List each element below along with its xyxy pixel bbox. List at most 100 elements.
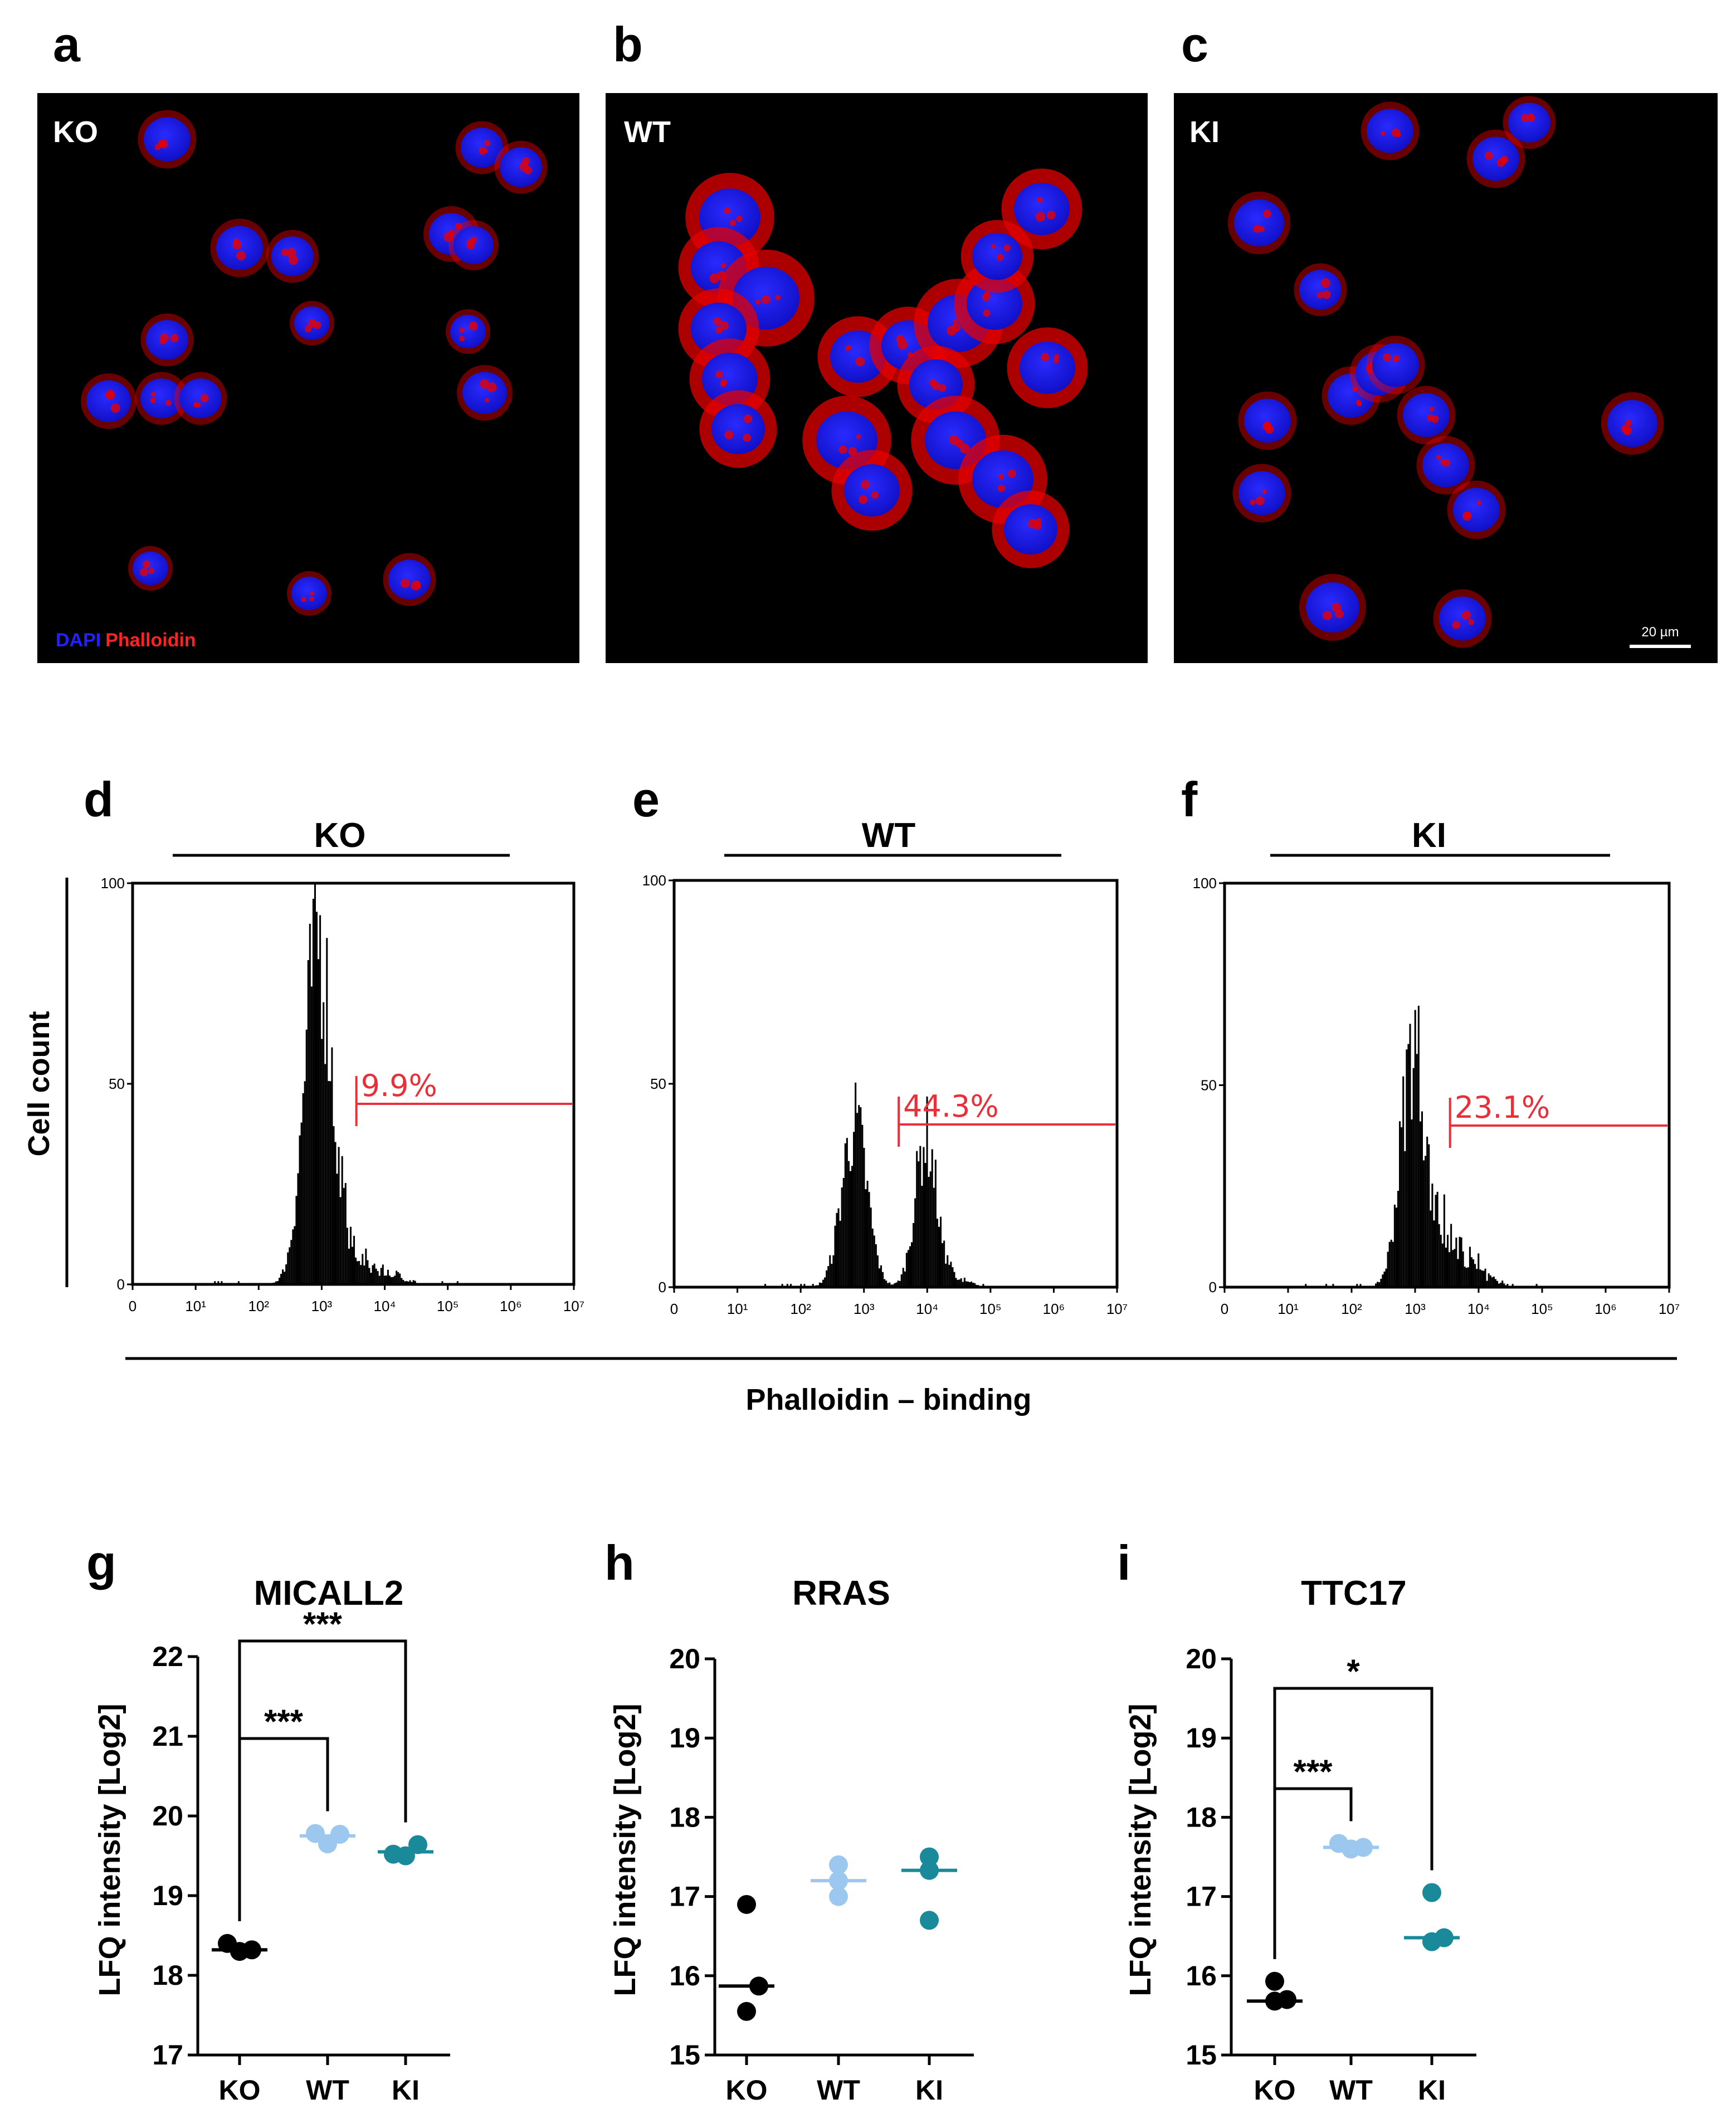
actin-speck <box>105 389 115 400</box>
actin-speck <box>1381 131 1386 136</box>
x-tick-label: KO <box>219 2075 261 2106</box>
actin-speck <box>304 325 312 333</box>
histogram-bar <box>1388 1241 1391 1287</box>
dotplot-micall2-points <box>212 1824 433 1961</box>
histogram-bar <box>1385 1268 1387 1287</box>
actin-speck <box>997 484 1006 493</box>
histogram-bar <box>919 1146 921 1287</box>
actin-speck <box>861 480 870 489</box>
histogram-bar <box>913 1223 915 1287</box>
histogram-bar <box>855 1082 857 1287</box>
histogram-bar <box>1436 1191 1438 1287</box>
histogram-bar <box>918 1161 920 1287</box>
histogram-bar <box>884 1279 886 1287</box>
actin-speck <box>233 238 240 245</box>
actin-speck <box>953 319 958 324</box>
histogram-bar <box>1459 1236 1461 1287</box>
micrograph-wt-label: WT <box>624 115 671 149</box>
histogram-bar <box>876 1255 879 1287</box>
histogram-bar <box>890 1284 893 1287</box>
histogram-bar <box>827 1266 830 1287</box>
significance-bracket <box>238 1639 407 1921</box>
significance-bracket <box>1273 1787 1353 1959</box>
actin-speck <box>998 474 1004 480</box>
actin-speck <box>1461 610 1471 620</box>
actin-speck <box>196 402 201 408</box>
histogram-bar <box>1464 1267 1466 1287</box>
histogram-bar <box>924 1162 926 1287</box>
x-tick-label: 10⁷ <box>1106 1301 1128 1317</box>
histogram-bar <box>826 1270 828 1287</box>
actin-speck <box>847 345 852 350</box>
actin-speck <box>236 251 246 261</box>
actin-speck <box>1322 290 1331 299</box>
histogram-ko-bars <box>214 883 459 1284</box>
actin-speck <box>400 578 410 588</box>
panel-letter-e: e <box>632 772 660 827</box>
actin-speck <box>1047 211 1056 220</box>
histogram-bar <box>416 1283 418 1284</box>
histogram-bar <box>318 959 320 1284</box>
actin-speck <box>165 400 172 406</box>
actin-speck <box>469 321 478 331</box>
x-tick-label: 10⁴ <box>374 1298 396 1314</box>
histogram-bar <box>866 1181 869 1287</box>
histogram-bar <box>892 1284 894 1287</box>
actin-speck <box>143 560 150 568</box>
histogram-bar <box>1477 1253 1480 1287</box>
histogram-bar <box>1423 1160 1425 1287</box>
histogram-bar <box>362 1254 364 1284</box>
histogram-bar <box>1470 1257 1473 1287</box>
histogram-bar <box>328 1080 330 1284</box>
histogram-bar <box>979 1285 981 1287</box>
significance-label: *** <box>303 1605 343 1643</box>
histogram-bar <box>905 1253 908 1287</box>
actin-speck <box>301 597 306 602</box>
actin-speck <box>1255 496 1265 505</box>
histogram-bar <box>1511 1284 1514 1287</box>
histogram-bar <box>377 1271 379 1284</box>
actin-speck <box>947 325 957 336</box>
histogram-bar <box>846 1138 848 1287</box>
actin-speck <box>1323 611 1332 621</box>
histogram-bar <box>329 1081 331 1284</box>
actin-speck <box>1316 291 1324 299</box>
data-point <box>330 1824 349 1844</box>
histogram-bar <box>417 1283 420 1284</box>
x-tick-label: 0 <box>1221 1301 1228 1317</box>
histogram-bar <box>764 1284 767 1287</box>
histogram-bar <box>326 938 328 1284</box>
histogram-bar <box>831 1264 833 1287</box>
actin-speck <box>743 434 752 442</box>
histogram-ki-ticks: 100 50 00 10¹ 10² 10³ 10⁴ 10⁵ 10⁶ 10⁷ <box>1193 875 1680 1317</box>
histogram-bar <box>817 1285 819 1287</box>
dapi-legend: DAPI <box>56 630 101 651</box>
histogram-bar <box>1414 1010 1416 1287</box>
actin-speck <box>959 444 970 454</box>
x-tick-label: KO <box>726 2075 768 2106</box>
data-point <box>749 1976 768 1996</box>
dapi-nucleus <box>711 403 765 455</box>
histogram-bar <box>1467 1267 1469 1287</box>
histogram-bar <box>383 1275 386 1284</box>
histogram-bar <box>931 1149 933 1287</box>
histogram-bar <box>323 1002 325 1284</box>
histogram-bar <box>1409 1024 1411 1287</box>
histogram-bar <box>358 1260 360 1284</box>
actin-speck <box>522 157 530 165</box>
dotplot-micall2-significance: *** *** <box>238 1605 407 1921</box>
histogram-bar <box>899 1280 901 1287</box>
histogram-bar <box>380 1268 382 1284</box>
dotplot-ttc17-ylabel: LFQ intensity [Log2] <box>1124 1704 1157 1996</box>
dotplot-rras: RRAS LFQ intensity [Log2] 20 19 18 17 16 15 KO… <box>608 1574 974 2106</box>
dotplot-rras-title: RRAS <box>792 1574 890 1613</box>
actin-speck <box>1622 426 1632 435</box>
histogram-bar <box>336 1173 338 1284</box>
histogram-bar <box>1449 1252 1451 1287</box>
histogram-bar <box>849 1171 851 1287</box>
actin-speck <box>859 495 868 504</box>
histogram-bar <box>343 1187 345 1284</box>
actin-speck <box>1253 225 1261 233</box>
histogram-bar <box>800 1284 802 1287</box>
histogram-bar <box>441 1281 443 1284</box>
